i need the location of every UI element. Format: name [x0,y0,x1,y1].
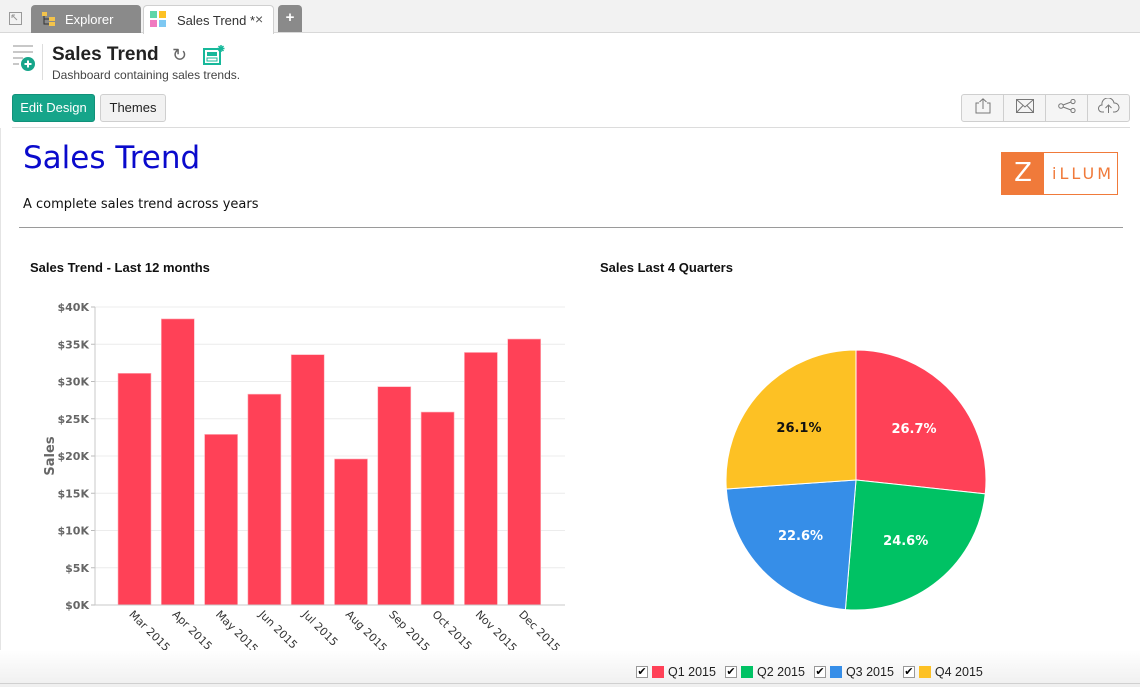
bar [507,338,542,606]
dashboard-title: Sales Trend [23,140,201,176]
explorer-tree-icon [41,11,57,27]
view-title: Sales Trend [52,44,159,65]
y-tick-label: $10K [58,525,90,538]
legend-label-q3: Q3 2015 [845,665,894,679]
legend-swatch-q2 [740,666,753,678]
y-tick-label: $20K [58,450,90,463]
export-button[interactable] [962,95,1004,121]
x-tick-label: Apr 2015 [170,608,215,653]
x-tick-label: May 2015 [213,608,261,656]
bar [247,393,282,606]
x-tick-label: Oct 2015 [429,608,474,653]
bar [290,354,325,606]
restore-window-icon[interactable] [9,12,22,25]
y-tick-label: $25K [58,413,90,426]
legend-item-q1[interactable]: ✔ Q1 2015 [636,665,716,679]
themes-button[interactable]: Themes [100,94,166,122]
x-tick-label: Jun 2015 [256,607,300,651]
publish-cloud-icon [1097,96,1120,119]
pie-slice [725,349,857,490]
x-tick-label: Jul 2015 [299,607,341,649]
pie-slice-label: 26.7% [891,422,936,437]
x-tick-label: Dec 2015 [516,608,563,655]
pie-slice [725,479,857,611]
tab-sales-trend[interactable]: Sales Trend * × [143,5,274,34]
y-tick-label: $5K [65,562,89,575]
pie-chart: 26.7% 24.6% 22.6% 26.1% [725,349,987,611]
y-tick-label: $0K [65,599,89,612]
pie-slice-label: 26.1% [776,421,821,436]
bar [204,434,238,606]
pie-slice [855,349,987,495]
pie-slice [844,479,986,611]
y-axis-title: Sales [43,436,58,475]
tab-sales-trend-label: Sales Trend [177,13,247,28]
plus-icon: + [285,9,295,26]
email-button[interactable] [1004,95,1046,121]
pie-legend: ✔ Q1 2015 ✔ Q2 2015 ✔ Q3 2015 ✔ Q4 2015 [636,664,992,680]
logo-text: iLLUM [1052,164,1114,183]
legend-label-q4: Q4 2015 [934,665,983,679]
add-to-menu-icon[interactable] [12,44,36,72]
add-tab-button[interactable]: + [278,5,302,32]
legend-checkbox-q4[interactable]: ✔ [902,666,915,678]
bar [377,386,412,606]
footer-area [0,650,1140,687]
refresh-icon[interactable]: ↻ [172,45,188,65]
close-tab-icon[interactable]: × [255,11,264,27]
legend-swatch-q1 [652,666,664,678]
bar [420,411,455,606]
email-icon [1015,98,1034,118]
y-tick-label: $15K [58,487,90,500]
bar-chart-title: Sales Trend - Last 12 months [30,260,210,275]
x-tick-label: Nov 2015 [473,608,520,655]
pie-slice-label: 22.6% [778,529,823,544]
legend-item-q2[interactable]: ✔ Q2 2015 [724,665,805,679]
edit-design-button[interactable]: Edit Design [12,94,95,122]
legend-swatch-q3 [829,666,842,678]
export-icon [974,97,992,119]
bar [117,373,152,606]
publish-button[interactable] [1088,95,1129,121]
legend-checkbox-q2[interactable]: ✔ [724,666,737,678]
tab-explorer-label: Explorer [65,12,114,27]
y-tick-label: $35K [58,338,90,351]
legend-label-q1: Q1 2015 [668,665,716,679]
x-tick-label: Aug 2015 [343,608,390,655]
tab-bar: Explorer Sales Trend * × + [0,0,1140,34]
footer-divider [0,683,1140,684]
y-tick-label: $30K [58,376,90,389]
x-tick-label: Mar 2015 [126,608,172,654]
legend-swatch-q4 [918,666,931,678]
zillum-logo: Z iLLUM [1001,152,1118,195]
legend-checkbox-q3[interactable]: ✔ [813,666,826,678]
share-icon [1057,98,1076,118]
bar [161,318,195,606]
bar [464,352,498,606]
view-description: Dashboard containing sales trends. [52,68,241,82]
dashboard-icon [150,11,166,27]
x-tick-label: Sep 2015 [386,608,432,654]
legend-item-q4[interactable]: ✔ Q4 2015 [902,665,983,679]
logo-letter: Z [1002,153,1044,194]
dashboard-subtitle: A complete sales trend across years [23,197,259,212]
legend-label-q2: Q2 2015 [756,665,805,679]
save-icon[interactable] [203,44,225,66]
left-border [0,128,1,687]
pie-slice-label: 24.6% [883,534,928,549]
bar [334,458,368,606]
toolbar-divider [12,127,1130,128]
action-button-group [961,94,1130,122]
y-tick-label: $40K [58,301,90,314]
header-divider [42,44,43,80]
legend-checkbox-q1[interactable]: ✔ [636,666,648,678]
bar-chart: $0K $5K $10K $15K $20K $25K $30K $35K $40K Mar 20… [43,301,565,671]
share-button[interactable] [1046,95,1088,121]
pie-chart-title: Sales Last 4 Quarters [600,260,733,275]
tab-explorer[interactable]: Explorer [31,5,141,33]
dashboard-divider [19,227,1123,228]
unsaved-marker: * [250,13,256,28]
legend-item-q3[interactable]: ✔ Q3 2015 [813,665,894,679]
